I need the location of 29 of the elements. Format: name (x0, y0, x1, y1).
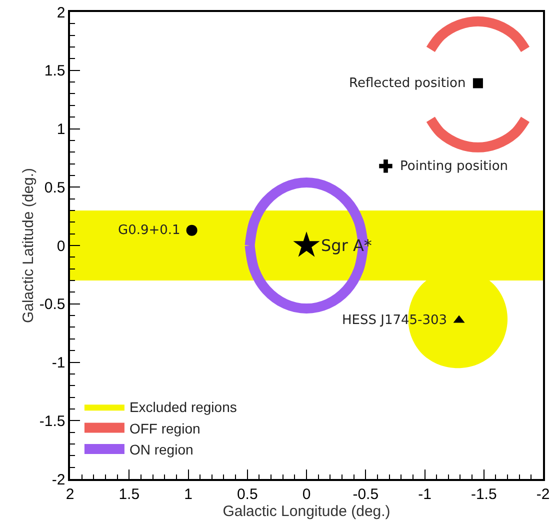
x-tick-label: 1 (184, 486, 192, 503)
point (472, 78, 483, 88)
legend-label: OFF region (129, 420, 200, 436)
y-tick-label: -0.5 (39, 296, 66, 314)
x-axis-title: Galactic Longitude (deg.) (222, 502, 390, 520)
x-tick-label: -2 (536, 486, 550, 503)
annotation: Reflected position (349, 76, 466, 91)
x-tick-label: 0.5 (236, 486, 258, 503)
x-tick-label: 0 (302, 486, 311, 503)
annotation: Pointing position (400, 159, 508, 174)
legend-label: Excluded regions (129, 399, 237, 416)
point (379, 160, 392, 173)
annotation: G0.9+0.1 (118, 223, 180, 238)
y-tick-label: 0.5 (44, 179, 66, 196)
y-tick-label: -1.5 (39, 412, 66, 430)
y-tick-label: 0 (56, 238, 66, 255)
y-tick-label: 1.5 (44, 62, 66, 80)
x-tick-label: -1 (418, 486, 432, 503)
x-tick-label: 1.5 (118, 486, 140, 503)
y-tick-label: -1 (52, 354, 66, 372)
y-tick-label: 2 (56, 4, 66, 22)
x-tick-label: -0.5 (352, 486, 379, 503)
y-axis-title: Galactic Latitude (deg.) (20, 168, 38, 324)
x-tick-label: -1.5 (470, 486, 497, 503)
point (186, 224, 198, 236)
legend-label: ON region (129, 441, 194, 458)
point (293, 232, 320, 257)
y-tick-label: -2 (52, 471, 66, 488)
y-tick-label: 1 (56, 121, 66, 138)
